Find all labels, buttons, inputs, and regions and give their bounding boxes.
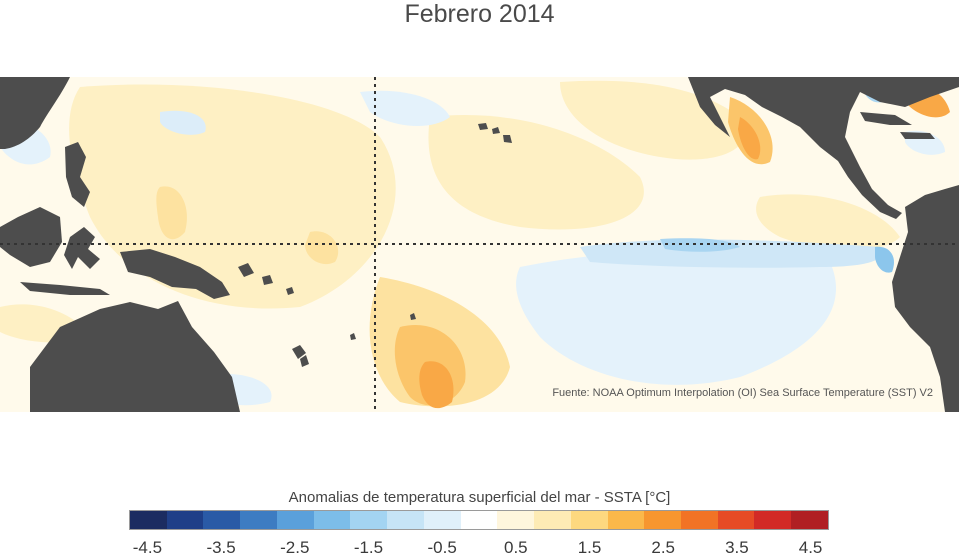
color-scale-tick-label: 2.5 <box>651 538 676 557</box>
color-scale-swatch <box>130 511 167 529</box>
color-scale-swatch <box>570 511 608 529</box>
color-scale-swatch <box>387 511 424 529</box>
color-scale-bar <box>129 510 829 530</box>
australia <box>30 301 240 412</box>
color-scale-tick-label: 4.5 <box>798 538 823 557</box>
color-scale-swatch <box>313 511 351 529</box>
color-scale-swatch <box>460 511 498 529</box>
land-masses <box>0 77 959 412</box>
color-scale-swatch <box>644 511 682 529</box>
color-scale-tick-label: -4.5 <box>132 538 163 557</box>
color-scale-labels: -4.5 -3.5 -2.5 -1.5 -0.5 0.5 1.5 2.5 3.5 4.5 <box>0 538 959 558</box>
hawaii-islands <box>478 123 512 143</box>
north-america <box>688 77 959 219</box>
color-scale-swatch <box>497 511 535 529</box>
borneo-sumatra <box>0 207 62 267</box>
ssta-map <box>0 77 959 412</box>
sulawesi <box>64 227 100 269</box>
color-scale-swatch <box>203 511 241 529</box>
new-caledonia <box>292 345 306 359</box>
color-scale-swatch <box>534 511 571 529</box>
color-scale-swatch <box>276 511 314 529</box>
south-america <box>892 185 959 412</box>
color-scale-swatch <box>166 511 204 529</box>
color-scale-tick-label: -1.5 <box>353 538 384 557</box>
color-scale-swatch <box>607 511 645 529</box>
color-scale-tick-label: 0.5 <box>504 538 528 557</box>
philippines <box>65 142 90 207</box>
color-scale-swatch <box>791 511 828 529</box>
color-scale-swatch <box>681 511 718 529</box>
cool-anomaly-patches <box>0 77 945 406</box>
legend-title: Anomalias de temperatura superficial del… <box>288 489 671 506</box>
java-islands <box>20 282 110 295</box>
map-title: Febrero 2014 <box>404 0 555 28</box>
color-scale-tick-label: 1.5 <box>577 538 602 557</box>
caribbean-islands <box>860 112 935 139</box>
color-scale-swatch <box>423 511 461 529</box>
color-scale-tick-label: -0.5 <box>427 538 457 557</box>
source-note: Fuente: NOAA Optimum Interpolation (OI) … <box>552 387 933 399</box>
color-scale-swatch <box>754 511 792 529</box>
color-scale-tick-label: -2.5 <box>280 538 310 557</box>
color-scale-swatch <box>350 511 388 529</box>
new-guinea <box>120 249 230 299</box>
color-scale-tick-label: 3.5 <box>725 538 749 557</box>
color-scale-swatch <box>717 511 755 529</box>
asia-landmass <box>0 77 70 149</box>
color-scale-swatch <box>240 511 277 529</box>
color-scale-tick-label: -3.5 <box>206 538 236 557</box>
